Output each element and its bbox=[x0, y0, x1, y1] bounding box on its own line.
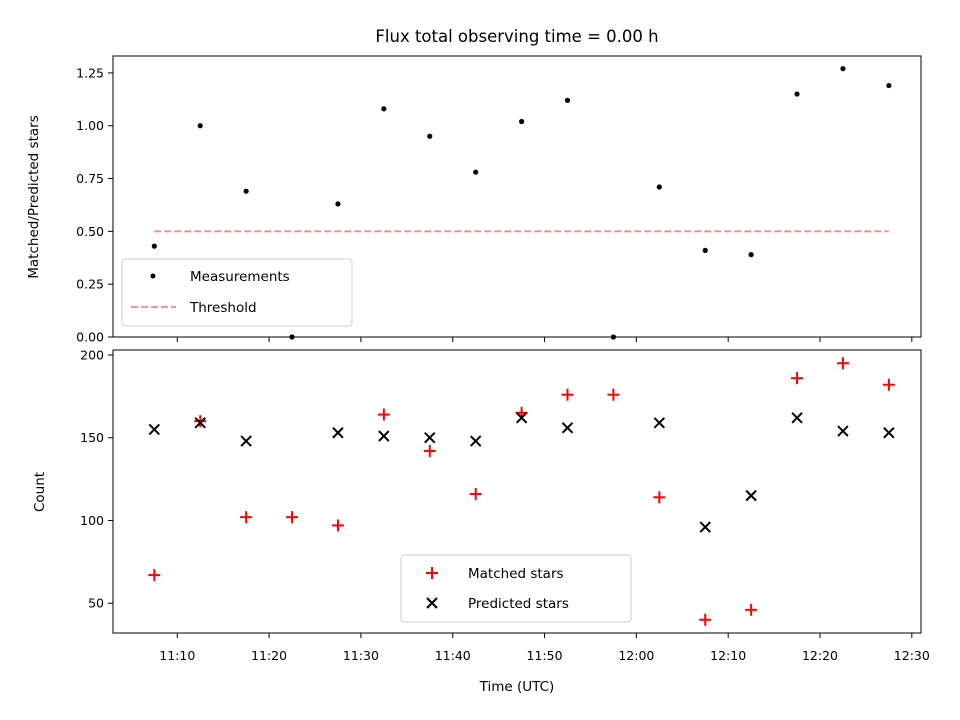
x-axis-label: Time (UTC) bbox=[479, 679, 555, 695]
matched-star-point bbox=[469, 487, 482, 500]
predicted-star-point bbox=[515, 412, 528, 424]
count-x-tick-label: 11:50 bbox=[527, 648, 563, 663]
count-legend-box bbox=[400, 554, 632, 623]
matched-star-point bbox=[286, 511, 299, 524]
count-y-tick-label: 200 bbox=[80, 347, 104, 362]
count-x-tick-label: 12:00 bbox=[618, 648, 654, 663]
legend-predicted-label: Predicted stars bbox=[468, 596, 569, 612]
legend-matched-marker bbox=[426, 567, 438, 579]
chart-title: Flux total observing time = 0.00 h bbox=[375, 27, 658, 46]
count-y-tick-label: 150 bbox=[80, 430, 104, 445]
count-x-tick-label: 11:10 bbox=[159, 648, 195, 663]
ratio-legend-box bbox=[121, 258, 353, 327]
matched-star-point bbox=[240, 511, 253, 524]
count-y-axis-label: Count bbox=[32, 472, 48, 512]
matched-star-point bbox=[148, 569, 161, 582]
legend-predicted-marker bbox=[426, 597, 438, 609]
count-legend: Matched stars Predicted stars bbox=[400, 554, 632, 623]
count-x-tick-label: 12:20 bbox=[802, 648, 838, 663]
matched-star-point bbox=[194, 415, 207, 428]
count-plot-frame bbox=[112, 349, 922, 634]
predicted-star-point bbox=[424, 432, 436, 444]
ratio-y-tick-label: 0.75 bbox=[76, 171, 104, 186]
predicted-star-point bbox=[791, 412, 803, 424]
ratio-y-tick-label: 1.25 bbox=[76, 65, 104, 80]
measurement-point bbox=[840, 66, 846, 72]
measurement-point bbox=[794, 91, 800, 97]
measurement-point bbox=[564, 97, 571, 103]
measurement-point bbox=[656, 184, 662, 190]
legend-threshold-label: Threshold bbox=[189, 300, 257, 316]
matched-star-point bbox=[653, 491, 666, 504]
measurement-point bbox=[748, 252, 754, 258]
count-y-ticks: 50 100 150 200 bbox=[80, 347, 113, 611]
legend-matched-label: Matched stars bbox=[468, 566, 564, 582]
count-marks bbox=[148, 357, 895, 626]
matched-star-point bbox=[791, 372, 804, 385]
count-x-tick-label: 11:40 bbox=[435, 648, 471, 663]
ratio-y-tick-label: 1.00 bbox=[76, 118, 104, 133]
measurement-point bbox=[702, 247, 708, 253]
predicted-star-point bbox=[194, 417, 206, 429]
measurement-point bbox=[151, 243, 157, 249]
matched-star-point bbox=[745, 603, 758, 616]
predicted-star-point bbox=[240, 435, 252, 447]
ratio-x-ticks bbox=[176, 337, 913, 342]
predicted-star-point bbox=[378, 430, 390, 442]
ratio-panel: Flux total observing time = 0.00 h Match… bbox=[26, 27, 922, 345]
count-x-tick-label: 11:20 bbox=[251, 648, 287, 663]
count-y-tick-label: 100 bbox=[80, 513, 104, 528]
predicted-star-point bbox=[837, 425, 849, 437]
matched-star-point bbox=[377, 408, 390, 421]
measurement-point bbox=[381, 106, 387, 112]
matched-star-point bbox=[607, 388, 620, 401]
count-x-ticks: 11:10 11:20 11:30 11:40 11:50 12:00 12:10 12:20… bbox=[159, 633, 930, 663]
ratio-marks bbox=[151, 66, 892, 340]
matched-star-point bbox=[882, 378, 895, 391]
ratio-legend: Measurements Threshold bbox=[121, 258, 353, 327]
measurement-point bbox=[197, 123, 203, 129]
matched-star-point bbox=[699, 613, 712, 626]
predicted-star-point bbox=[332, 427, 344, 439]
ratio-y-tick-label: 0.25 bbox=[76, 277, 104, 292]
predicted-star-point bbox=[653, 417, 666, 429]
count-y-tick-label: 50 bbox=[88, 596, 104, 611]
ratio-y-ticks: 0.00 0.25 0.50 0.75 1.00 1.25 bbox=[76, 65, 113, 345]
matched-star-point bbox=[836, 357, 849, 370]
measurement-point bbox=[335, 201, 341, 207]
matched-star-point bbox=[331, 519, 344, 532]
legend-measurements-marker bbox=[150, 273, 156, 279]
count-x-tick-label: 11:30 bbox=[343, 648, 379, 663]
legend-measurements-label: Measurements bbox=[190, 269, 290, 285]
predicted-star-point bbox=[745, 489, 757, 502]
measurement-point bbox=[473, 169, 479, 175]
count-x-tick-label: 12:30 bbox=[894, 648, 930, 663]
measurement-point bbox=[518, 118, 525, 125]
ratio-y-tick-label: 0.50 bbox=[76, 224, 104, 239]
predicted-star-point bbox=[699, 521, 711, 533]
ratio-plot-frame bbox=[112, 55, 922, 338]
matched-star-point bbox=[423, 444, 436, 457]
ratio-y-axis-label: Matched/Predicted stars bbox=[26, 115, 42, 278]
measurement-point bbox=[243, 188, 249, 194]
ratio-y-tick-label: 0.00 bbox=[76, 330, 104, 345]
count-x-tick-label: 12:10 bbox=[710, 648, 746, 663]
predicted-star-point bbox=[883, 427, 895, 439]
matched-star-point bbox=[561, 388, 574, 401]
predicted-star-point bbox=[561, 422, 574, 434]
measurement-point bbox=[427, 133, 433, 139]
predicted-star-point bbox=[148, 423, 161, 436]
predicted-star-point bbox=[469, 435, 482, 447]
measurement-point bbox=[886, 82, 892, 89]
